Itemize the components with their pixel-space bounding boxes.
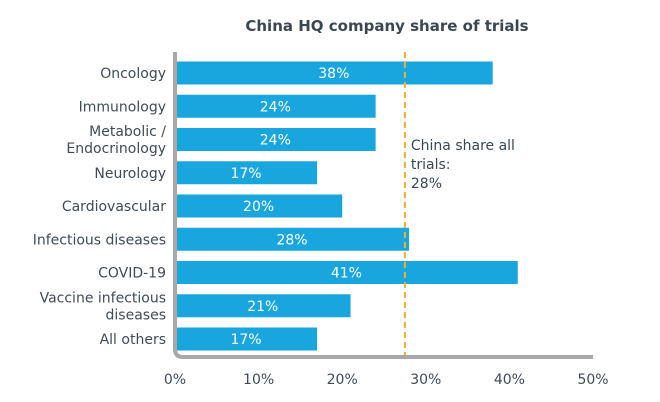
bar xyxy=(175,294,351,318)
x-tick-label: 20% xyxy=(327,372,358,388)
category-label: diseases xyxy=(106,307,166,323)
reference-label: trials: xyxy=(411,157,451,173)
reference-line-group: China share all trials: 28% xyxy=(403,52,515,355)
chart-title: China HQ company share of trials xyxy=(245,17,528,35)
x-tick-label: 50% xyxy=(577,372,608,388)
bar-value-label: 24% xyxy=(260,133,291,149)
category-label: Infectious diseases xyxy=(33,232,166,248)
bar xyxy=(175,227,410,251)
category-label: All others xyxy=(100,332,166,348)
bar xyxy=(175,161,318,185)
bar xyxy=(175,61,493,85)
x-ticks-group: 0% 10% 20% 30% 40% 50% xyxy=(164,372,609,388)
bar xyxy=(175,94,376,118)
bar xyxy=(175,261,518,284)
bar xyxy=(175,128,376,151)
category-label: Oncology xyxy=(100,66,166,82)
x-tick-label: 30% xyxy=(410,372,441,388)
category-label: Endocrinology xyxy=(66,141,166,157)
axis-line xyxy=(173,52,593,359)
category-label: Cardiovascular xyxy=(62,199,166,215)
bar-value-label: 38% xyxy=(318,66,349,82)
bar xyxy=(175,194,343,218)
bar-value-label: 21% xyxy=(247,299,278,315)
bars-group: 38% 24% 24% 17% 20% 28% 41% 21% 17% xyxy=(175,61,518,351)
bar-value-label: 17% xyxy=(230,332,261,348)
axes-group xyxy=(173,52,593,359)
category-label: Metabolic / xyxy=(89,124,166,140)
reference-label: China share all xyxy=(411,138,515,154)
category-labels-group: Oncology Immunology Metabolic /Endocrinolo… xyxy=(33,66,167,348)
category-label: Immunology xyxy=(79,99,166,115)
category-label: Neurology xyxy=(94,166,166,182)
bar-value-label: 20% xyxy=(243,199,274,215)
x-tick-label: 10% xyxy=(243,372,274,388)
bar-value-label: 17% xyxy=(230,166,261,182)
bar xyxy=(175,327,318,351)
reference-label: 28% xyxy=(411,176,442,192)
bar-value-label: 41% xyxy=(331,266,362,282)
bar-value-label: 28% xyxy=(276,232,307,248)
x-tick-label: 40% xyxy=(494,372,525,388)
category-label: COVID-19 xyxy=(98,266,166,282)
x-tick-label: 0% xyxy=(164,372,186,388)
category-label: Vaccine infectious xyxy=(40,290,166,306)
bar-value-label: 24% xyxy=(260,99,291,115)
